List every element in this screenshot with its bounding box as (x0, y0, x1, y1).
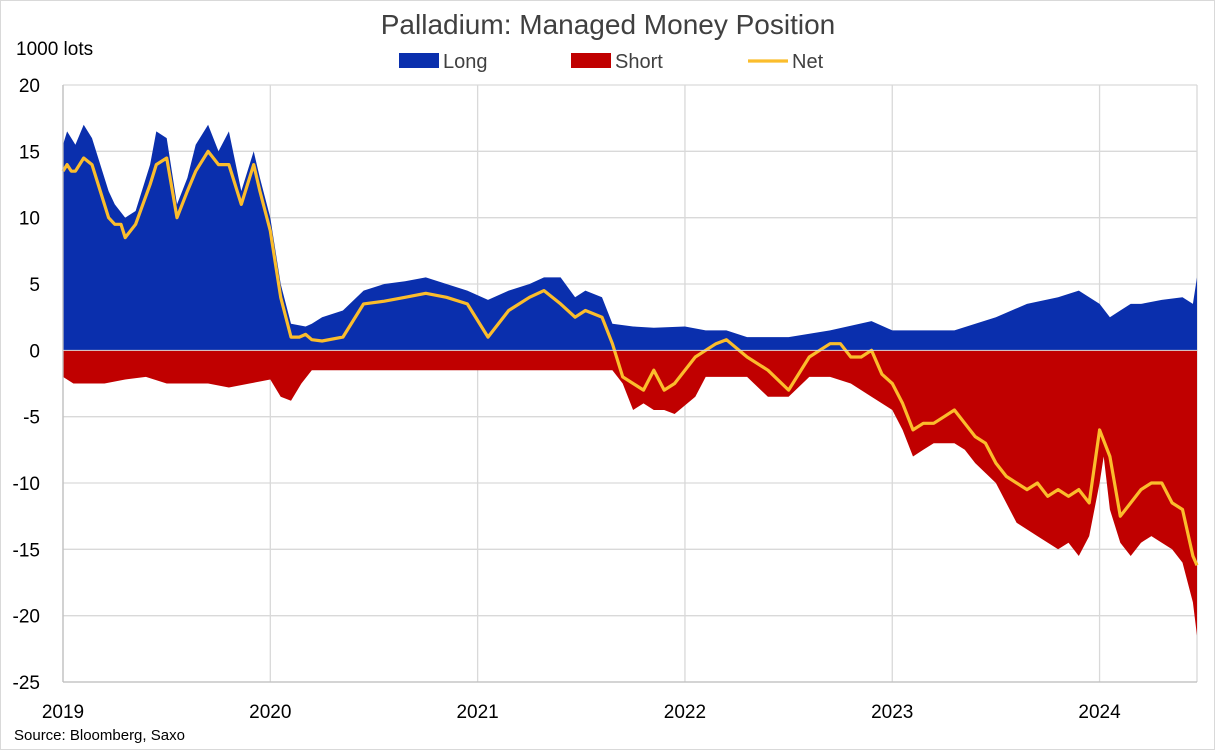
y-tick-label: -20 (13, 607, 40, 628)
y-tick-label: -25 (13, 673, 40, 694)
x-tick-label: 2024 (1078, 702, 1121, 723)
legend-label-net: Net (792, 51, 824, 73)
series-short-area (63, 350, 1197, 636)
x-tick-label: 2022 (664, 702, 706, 723)
y-tick-label: 0 (29, 341, 40, 362)
y-tick-label: 10 (19, 209, 40, 230)
x-tick-label: 2021 (456, 702, 498, 723)
y-tick-label: 20 (19, 76, 40, 97)
x-tick-label: 2023 (871, 702, 913, 723)
x-tick-label: 2020 (249, 702, 291, 723)
area-series (63, 124, 1197, 636)
y-tick-label: -15 (13, 540, 40, 561)
y-tick-label: -10 (13, 474, 40, 495)
y-tick-label: 5 (29, 275, 40, 296)
series-net-line (61, 149, 1199, 566)
legend-swatch-short (571, 53, 611, 68)
legend-label-short: Short (615, 51, 663, 73)
chart-title: Palladium: Managed Money Position (381, 9, 835, 40)
legend: Long Short Net (399, 51, 824, 73)
y-tick-label: 15 (19, 142, 40, 163)
y-axis-unit-label: 1000 lots (16, 39, 93, 60)
x-tick-label: 2019 (42, 702, 84, 723)
legend-label-long: Long (443, 51, 488, 73)
line-series (61, 149, 1199, 566)
series-long-area (63, 124, 1197, 351)
source-note: Source: Bloomberg, Saxo (14, 727, 185, 744)
legend-swatch-long (399, 53, 439, 68)
y-tick-label: -5 (23, 408, 40, 429)
